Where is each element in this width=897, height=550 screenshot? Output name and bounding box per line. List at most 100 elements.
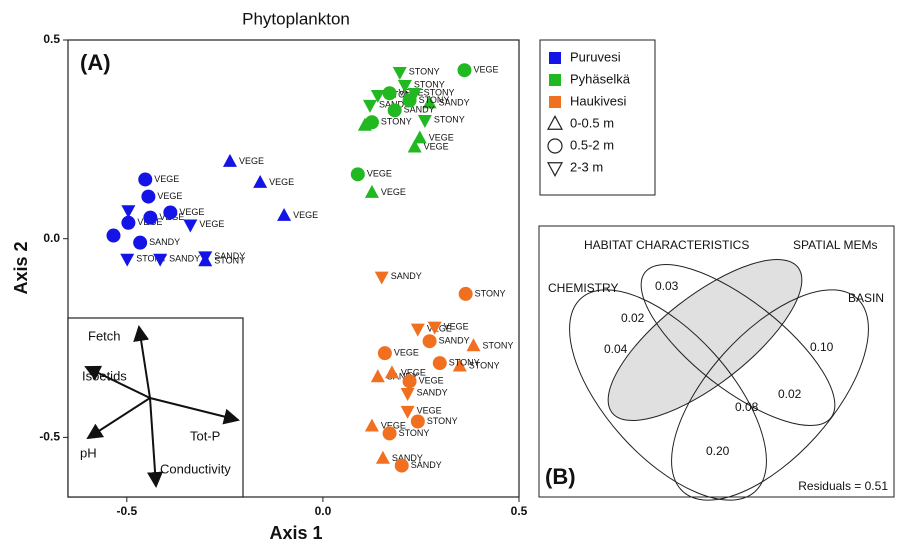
point-label: VEGE [444,321,469,331]
point [143,210,158,225]
venn-set-label: BASIN [848,291,884,305]
residuals-label: Residuals = 0.51 [798,479,888,493]
point-label: STONY [419,95,450,105]
point-label: VEGE [473,65,498,75]
point-label: VEGE [367,169,392,179]
point-label: SANDY [417,388,448,398]
point [374,271,389,285]
point [457,63,472,78]
plot-frame [67,39,520,498]
legend-swatch [549,96,561,108]
venn-diagram: HABITAT CHARACTERISTICS SPATIAL MEMs CHE… [538,225,895,501]
point [153,253,168,267]
venn-region-value: 0.20 [706,444,730,458]
chart-title: Phytoplankton [242,9,350,28]
point [410,323,425,337]
point-label: VEGE [179,207,204,217]
point-label: VEGE [239,156,264,166]
point-label: VEGE [293,210,318,220]
point-label: VEGE [269,177,294,187]
point-label: STONY [387,90,418,100]
point-label: VEGE [424,142,449,152]
point [222,153,237,167]
point [410,414,425,429]
panel-label: (A) [80,50,111,75]
point-label: VEGE [199,219,224,229]
y-tick-label: -0.5 [39,430,60,444]
point [350,167,365,182]
venn-region-value: 0.04 [604,342,628,356]
venn-region-value: 0.02 [778,387,802,401]
legend-label: 0-0.5 m [570,115,614,130]
point [370,369,385,383]
vector-label: Fetch [88,328,121,343]
point-label: SANDY [439,336,470,346]
legend-label: 0.5-2 m [570,137,614,152]
point-label: SANDY [214,251,245,261]
point [407,139,422,153]
point [427,321,442,335]
point [417,115,432,128]
point [407,88,422,101]
venn-set-habitat [607,259,803,421]
point-label: SANDY [411,460,442,470]
y-tick-label: 0.5 [43,32,60,46]
point [121,215,136,230]
venn-region-value: 0.02 [621,311,645,325]
point-label: STONY [449,357,480,367]
legend-label: Pyhäselkä [570,71,631,86]
point-label: STONY [414,80,445,90]
point-label: VEGE [427,323,452,333]
point [362,99,377,113]
point-label: VEGE [381,421,406,431]
point-label: VEGE [419,376,444,386]
vector-label: Tot-P [190,428,220,443]
point [357,117,372,131]
point [382,426,397,441]
point [547,138,563,154]
point [163,205,178,220]
venn-region-value: 0.10 [810,340,834,354]
point [412,130,427,144]
point [432,356,447,371]
point [377,346,392,361]
point-label: STONY [469,361,500,371]
vector-arrows [84,325,240,488]
x-axis-label: Axis 1 [269,523,322,543]
x-tick-label: 0.5 [511,504,528,518]
point-label: SANDY [392,453,423,463]
point-label: VEGE [417,406,442,416]
point [402,93,417,108]
point [422,95,437,109]
point-label: STONY [434,115,465,125]
y-tick-label: 0.0 [43,231,60,245]
point-label: STONY [409,67,440,77]
point [370,89,385,103]
point [121,205,136,219]
point-label: VEGE [401,367,426,377]
venn-region-value: 0.03 [655,279,679,293]
point [364,418,379,432]
venn-region-value: 0.08 [735,400,759,414]
point [253,174,268,188]
inset-biplot: Fetch Isoetids Tot-P pH Conductivity [67,317,244,498]
point [397,80,412,94]
point [466,338,481,352]
point-label: STONY [399,428,430,438]
point-label: VEGE [381,187,406,197]
point-label: STONY [475,288,506,298]
point [133,235,148,250]
point-label: VEGE [394,348,419,358]
venn-set-chemistry [569,289,767,501]
point [106,228,121,243]
point [183,219,198,233]
point-label: VEGE [429,133,454,143]
point-label: SANDY [439,98,470,108]
point-label: STONY [483,340,514,350]
point-label: SANDY [404,105,435,115]
point-label: STONY [427,416,458,426]
x-tick-label: -0.5 [116,504,137,518]
point [382,86,397,101]
point-label: SANDY [387,371,418,381]
